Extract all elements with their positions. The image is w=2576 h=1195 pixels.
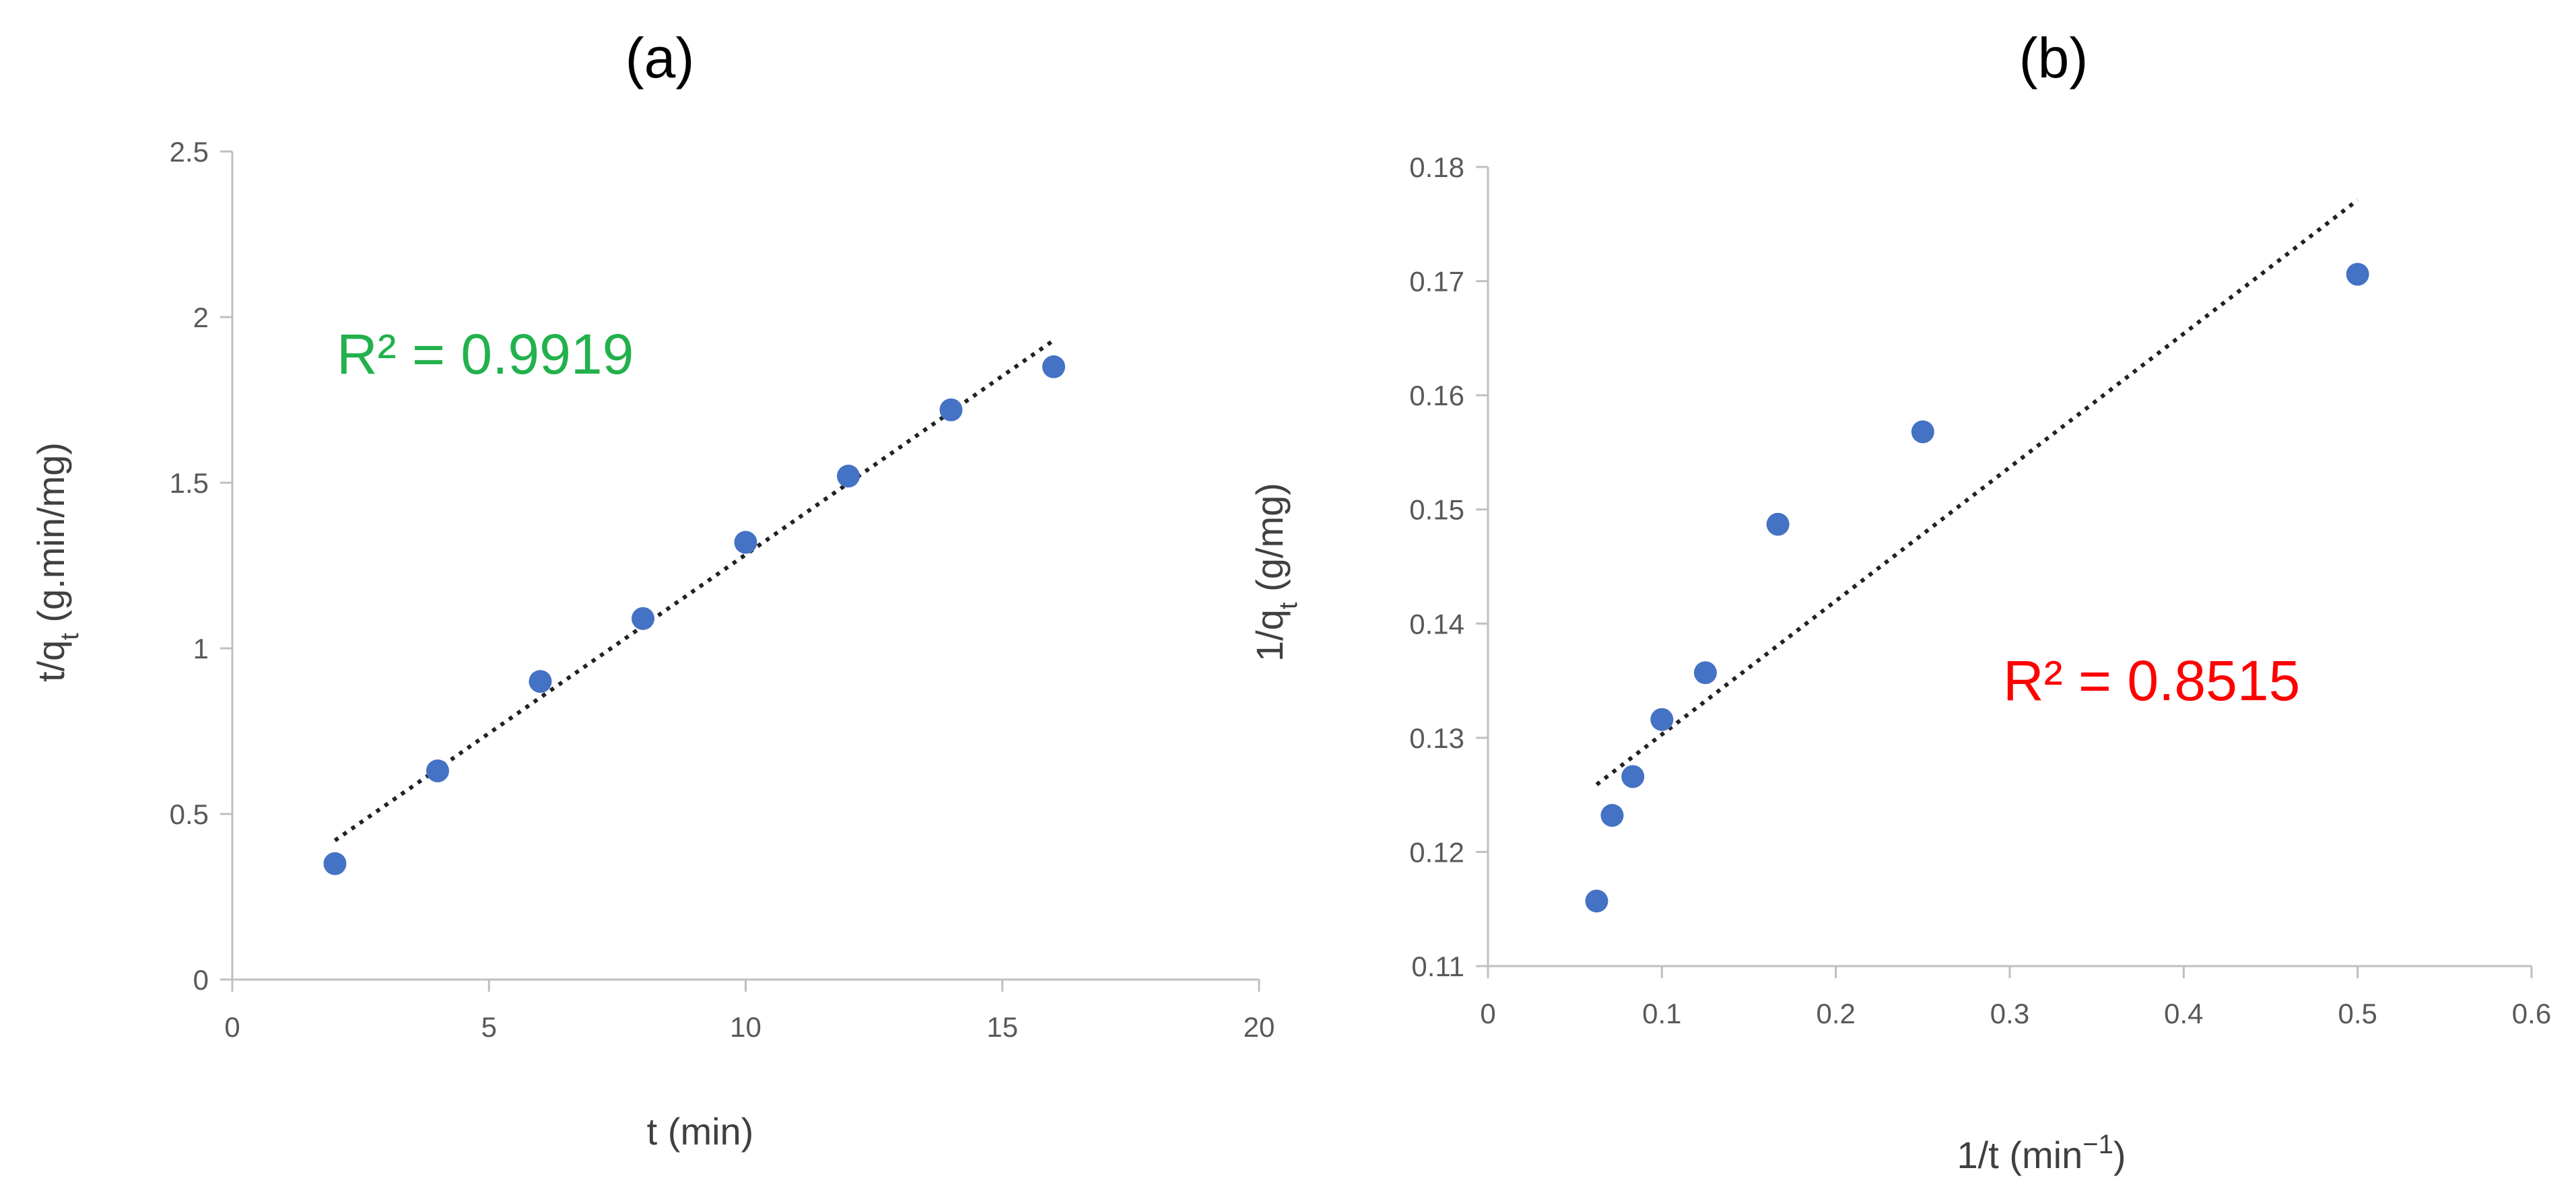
chart-a-x-tick-label: 10 bbox=[730, 1011, 761, 1043]
chart-a-data-point bbox=[1042, 355, 1065, 378]
chart-panel-b: (b) 0.110.120.130.140.150.160.170.180 0.1… bbox=[1248, 26, 2551, 1176]
chart-b-x-axis-title: 1/t (min−1) bbox=[1957, 1130, 2126, 1176]
chart-a-x-tick-label: 0 bbox=[224, 1011, 240, 1043]
chart-a-x-tick-label: 5 bbox=[481, 1011, 497, 1043]
chart-a-r2-annotation: R² = 0.9919 bbox=[337, 322, 634, 386]
chart-b-x-tick-label: 0.1 bbox=[1642, 998, 1681, 1029]
chart-a-x-tick-label: 15 bbox=[986, 1011, 1018, 1043]
chart-b-x-tick-label: 0.6 bbox=[2512, 998, 2551, 1029]
chart-a-plot-area: 0 0.5 1 1.5 2 2.5 0 5 10 15 20 bbox=[170, 136, 1275, 1043]
chart-b-plot-area: 0.11 0.12 0.13 0.14 0.15 0.16 0.17 0.18 0 0.1 0.2 0… bbox=[1409, 151, 2551, 1029]
chart-b-y-tick-label: 0.13 bbox=[1409, 722, 1464, 754]
chart-a-y-tick-label: 0 bbox=[193, 964, 209, 996]
chart-a-x-tick-label: 20 bbox=[1244, 1011, 1275, 1043]
chart-a-trendline bbox=[333, 338, 1055, 842]
chart-a-data-point bbox=[632, 607, 654, 630]
chart-b-data-point bbox=[1911, 420, 1934, 444]
chart-b-y-tick-label: 0.14 bbox=[1409, 608, 1464, 640]
chart-a-y-tick-label: 1 bbox=[193, 633, 209, 664]
chart-b-y-tick-label: 0.15 bbox=[1409, 494, 1464, 526]
chart-b-data-point bbox=[1693, 661, 1717, 685]
chart-panel-a: (a) 0 0.5 1 1.5 2 2.5 0 5 10 15 20 R² = 0.9919 t (… bbox=[30, 26, 1275, 1153]
chart-b-r2-annotation: R² = 0.8515 bbox=[2003, 649, 2300, 712]
chart-a-data-point bbox=[529, 670, 552, 693]
chart-a-y-tick-label: 2 bbox=[193, 302, 209, 333]
chart-b-x-tick-label: 0.4 bbox=[2164, 998, 2203, 1029]
chart-a-data-point bbox=[426, 759, 449, 783]
chart-b-x-tick-label: 0.5 bbox=[2338, 998, 2377, 1029]
chart-b-y-tick-label: 0.11 bbox=[1411, 951, 1464, 982]
chart-a-y-axis-title: t/qt (g.min/mg) bbox=[30, 442, 84, 682]
chart-b-data-point bbox=[2346, 263, 2369, 286]
chart-b-data-point bbox=[1650, 708, 1674, 731]
chart-a-data-point bbox=[837, 465, 860, 488]
chart-b-y-axis-title: 1/qt (g/mg) bbox=[1248, 483, 1303, 662]
chart-b-y-tick-label: 0.12 bbox=[1409, 836, 1464, 868]
chart-a-x-axis-title: t (min) bbox=[647, 1110, 754, 1153]
chart-a-y-tick-label: 0.5 bbox=[170, 798, 209, 830]
chart-b-trendline bbox=[1595, 198, 2359, 786]
chart-b-y-tick-label: 0.17 bbox=[1409, 266, 1464, 298]
chart-b-x-tick-label: 0.3 bbox=[1990, 998, 2029, 1029]
chart-b-data-point bbox=[1600, 804, 1624, 827]
chart-b-data-point bbox=[1621, 765, 1645, 788]
chart-b-y-tick-label: 0.18 bbox=[1409, 151, 1464, 183]
chart-b-data-point bbox=[1766, 512, 1790, 536]
chart-a-title: (a) bbox=[625, 26, 695, 90]
chart-b-data-point bbox=[1585, 889, 1608, 913]
chart-b-title: (b) bbox=[2019, 26, 2089, 90]
chart-a-data-point bbox=[323, 852, 347, 875]
chart-a-data-point bbox=[939, 398, 963, 421]
chart-b-y-tick-label: 0.16 bbox=[1409, 380, 1464, 411]
chart-b-x-tick-label: 0.2 bbox=[1816, 998, 1855, 1029]
chart-a-y-tick-label: 2.5 bbox=[170, 136, 209, 168]
chart-b-x-tick-label: 0 bbox=[1480, 998, 1495, 1029]
chart-a-y-tick-label: 1.5 bbox=[170, 467, 209, 499]
chart-a-data-point bbox=[734, 531, 757, 554]
